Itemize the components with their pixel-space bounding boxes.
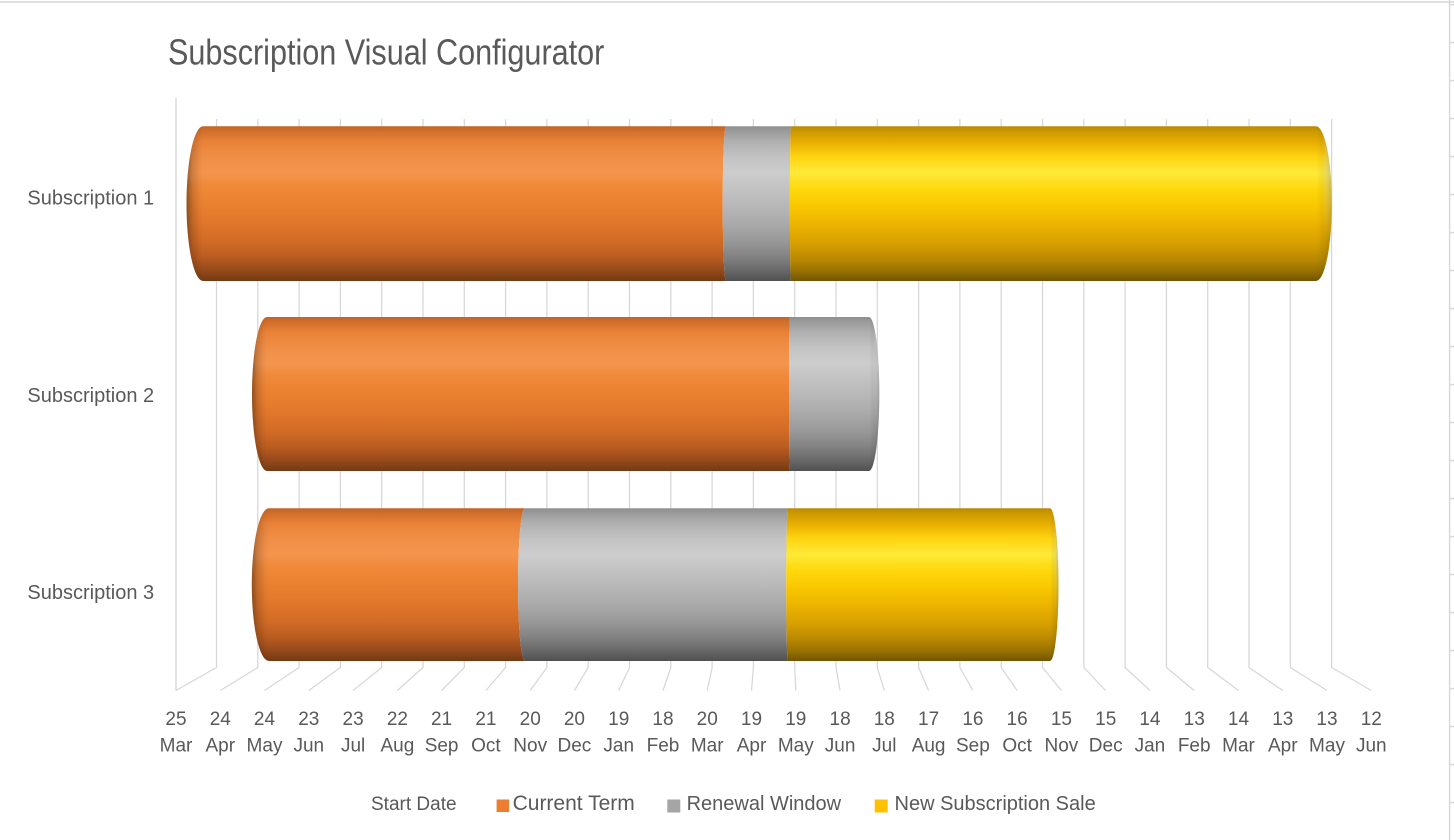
- svg-text:13: 13: [1272, 709, 1293, 730]
- svg-text:Feb: Feb: [1178, 735, 1211, 756]
- svg-text:18: 18: [652, 709, 673, 730]
- svg-text:Apr: Apr: [737, 735, 767, 756]
- svg-text:Jun: Jun: [1356, 735, 1387, 756]
- svg-text:21: 21: [431, 709, 452, 730]
- svg-text:Subscription Visual Configurat: Subscription Visual Configurator: [168, 33, 604, 73]
- svg-text:Nov: Nov: [1045, 735, 1079, 756]
- svg-text:23: 23: [298, 709, 319, 730]
- svg-text:24: 24: [254, 709, 276, 730]
- svg-text:May: May: [778, 735, 814, 756]
- svg-text:20: 20: [564, 709, 585, 730]
- svg-text:Sep: Sep: [956, 735, 990, 756]
- svg-text:May: May: [247, 735, 283, 756]
- svg-text:Dec: Dec: [558, 735, 592, 756]
- svg-text:16: 16: [962, 709, 983, 730]
- svg-text:Oct: Oct: [471, 735, 501, 756]
- svg-text:New Subscription Sale: New Subscription Sale: [895, 793, 1096, 815]
- svg-text:Nov: Nov: [513, 735, 547, 756]
- svg-text:22: 22: [387, 709, 408, 730]
- svg-text:14: 14: [1228, 709, 1250, 730]
- svg-text:Mar: Mar: [691, 735, 724, 756]
- svg-text:15: 15: [1095, 709, 1116, 730]
- svg-text:Subscription 1: Subscription 1: [27, 188, 154, 210]
- svg-text:Jul: Jul: [341, 735, 365, 756]
- svg-text:13: 13: [1316, 709, 1337, 730]
- svg-text:19: 19: [608, 709, 629, 730]
- svg-text:Jan: Jan: [1135, 735, 1166, 756]
- svg-text:25: 25: [165, 709, 186, 730]
- svg-text:Jun: Jun: [825, 735, 856, 756]
- svg-text:18: 18: [874, 709, 895, 730]
- svg-text:12: 12: [1361, 709, 1382, 730]
- svg-text:21: 21: [475, 709, 496, 730]
- svg-text:Jan: Jan: [603, 735, 634, 756]
- svg-text:16: 16: [1007, 709, 1028, 730]
- svg-text:Mar: Mar: [160, 735, 193, 756]
- svg-text:Jun: Jun: [293, 735, 324, 756]
- svg-text:Oct: Oct: [1002, 735, 1032, 756]
- svg-text:Aug: Aug: [912, 735, 946, 756]
- svg-text:14: 14: [1139, 709, 1161, 730]
- svg-text:Apr: Apr: [1268, 735, 1298, 756]
- svg-text:Current Term: Current Term: [513, 792, 635, 815]
- svg-text:18: 18: [830, 709, 851, 730]
- svg-text:May: May: [1309, 735, 1345, 756]
- svg-text:Subscription 3: Subscription 3: [27, 582, 154, 604]
- svg-text:13: 13: [1184, 709, 1205, 730]
- svg-text:Sep: Sep: [425, 735, 459, 756]
- svg-text:Mar: Mar: [1222, 735, 1255, 756]
- svg-text:Jul: Jul: [872, 735, 896, 756]
- svg-text:20: 20: [520, 709, 541, 730]
- svg-text:15: 15: [1051, 709, 1072, 730]
- svg-text:Aug: Aug: [380, 735, 414, 756]
- svg-text:Start Date: Start Date: [371, 794, 457, 815]
- svg-text:23: 23: [343, 709, 364, 730]
- svg-text:19: 19: [741, 709, 762, 730]
- svg-text:19: 19: [785, 709, 806, 730]
- svg-text:17: 17: [918, 709, 939, 730]
- svg-text:20: 20: [697, 709, 718, 730]
- svg-text:Feb: Feb: [647, 735, 680, 756]
- svg-text:Renewal Window: Renewal Window: [687, 793, 842, 815]
- svg-text:Apr: Apr: [206, 735, 236, 756]
- svg-text:24: 24: [210, 709, 232, 730]
- svg-text:Dec: Dec: [1089, 735, 1123, 756]
- svg-text:Subscription 2: Subscription 2: [27, 385, 154, 407]
